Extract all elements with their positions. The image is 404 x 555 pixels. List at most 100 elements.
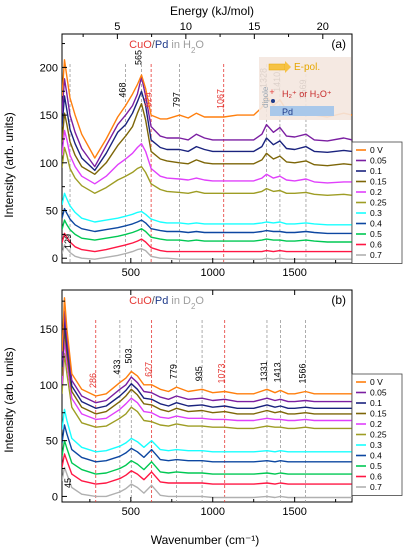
legend-label: 0 V	[370, 377, 383, 387]
series-line-0.15	[62, 103, 352, 175]
legend-label: 0.15	[370, 177, 387, 187]
x-tick-label: 1500	[282, 506, 306, 518]
peak-label: 565	[133, 50, 143, 65]
plot-frame	[61, 289, 353, 503]
legend-label: 0.25	[370, 430, 387, 440]
inset-diagram: Pd E-pol. dipole + H₂⁺ or H₃O⁺	[259, 57, 351, 120]
inset-ion-label: H₂⁺ or H₃O⁺	[282, 89, 332, 99]
legend-label: 0.05	[370, 156, 387, 166]
peak-label: 45	[63, 478, 73, 488]
series-line-0.1	[62, 319, 352, 409]
inset-field-label: E-pol.	[294, 62, 320, 73]
series-line-0.3	[62, 408, 352, 453]
panel-tag: (a)	[331, 37, 346, 51]
x-axis-title: Wavenumber (cm⁻¹)	[151, 533, 260, 547]
inset-electrode	[270, 106, 334, 116]
series-line-0.4	[62, 207, 352, 235]
legend-label: 0.6	[370, 240, 382, 250]
panel-title-part: O	[195, 39, 204, 51]
panel-title: CuO/Pd in H2O	[129, 39, 204, 55]
peak-label: 286	[88, 373, 98, 388]
y-tick-label: 150	[40, 110, 58, 122]
series-line-0.05	[62, 310, 352, 404]
series-line-0.7	[62, 244, 352, 260]
peak-label: 1073	[217, 364, 227, 384]
peak-label: 1566	[297, 364, 307, 384]
peak-label: 468	[118, 83, 128, 98]
legend-label: 0.05	[370, 388, 387, 398]
x-tick-label: 1500	[282, 267, 306, 279]
legend-label: 0.1	[370, 166, 382, 176]
series-line-0.2	[62, 129, 352, 185]
y-axis-title-b: Intensity (arb. units)	[2, 347, 16, 452]
legend-label: 0.4	[370, 219, 382, 229]
legend-label: 0.7	[370, 482, 382, 492]
y-tick-label: 100	[40, 158, 58, 170]
series-line-0-V	[62, 297, 352, 397]
y-axis-title-a: Intensity (arb. units)	[2, 112, 16, 217]
series-line-0.25	[62, 352, 352, 430]
series-group	[62, 297, 352, 499]
panel-title-part: CuO	[129, 39, 152, 51]
top-x-tick-label: 5	[114, 21, 120, 33]
peak-label: 503	[123, 348, 133, 363]
series-line-0.5	[62, 219, 352, 243]
panel-title-part: Pd	[155, 39, 168, 51]
panel-title-part: in D	[168, 295, 191, 307]
x-tick-label: 1000	[200, 506, 224, 518]
peak-label: 624	[143, 92, 153, 107]
series-line-0.7	[62, 466, 352, 499]
panel-title-part: Pd	[155, 295, 168, 307]
legend-label: 0 V	[370, 145, 383, 155]
series-line-0.05	[62, 76, 352, 168]
legend: 0 V0.050.10.150.20.250.30.40.50.60.7	[351, 373, 403, 496]
peak-label: 129	[63, 234, 73, 249]
legend-label: 0.1	[370, 398, 382, 408]
panel-title-part: in H	[168, 39, 191, 51]
series-line-0.25	[62, 146, 352, 196]
legend-label: 0.4	[370, 451, 382, 461]
e-field-arrow-icon	[268, 63, 286, 71]
peak-label: 797	[171, 92, 181, 107]
series-group	[62, 59, 352, 260]
legend-label: 0.15	[370, 409, 387, 419]
peak-label: 627	[144, 362, 154, 377]
top-axis-title: Energy (kJ/mol)	[170, 4, 254, 18]
y-tick-label: 0	[52, 491, 58, 503]
x-tick-label: 500	[122, 506, 140, 518]
legend-label: 0.25	[370, 198, 387, 208]
series-line-0.2	[62, 339, 352, 422]
legend-label: 0.7	[370, 250, 382, 260]
y-tick-label: 0	[52, 253, 58, 265]
dipole-negative-icon	[271, 99, 275, 103]
series-line-0.15	[62, 328, 352, 415]
panel-title-part: 2	[191, 46, 196, 55]
legend-label: 0.3	[370, 440, 382, 450]
series-line-0.1	[62, 90, 352, 172]
legend-label: 0.3	[370, 208, 382, 218]
inset-electrode-label: Pd	[282, 107, 293, 117]
top-x-tick-label: 10	[180, 21, 192, 33]
peak-label: 1067	[216, 89, 226, 109]
peak-label: 779	[169, 364, 179, 379]
series-line-0.4	[62, 424, 352, 463]
x-tick-label: 1000	[200, 267, 224, 279]
y-tick-label: 100	[40, 380, 58, 392]
legend-label: 0.6	[370, 472, 382, 482]
top-x-tick-label: 15	[248, 21, 260, 33]
top-x-tick-label: 20	[317, 21, 329, 33]
peak-label: 935	[194, 366, 204, 381]
y-tick-label: 200	[40, 62, 58, 74]
y-tick-label: 50	[46, 436, 58, 448]
peak-label: 1413	[272, 362, 282, 382]
series-line-0.6	[62, 232, 352, 253]
panel-title-part: /	[152, 39, 156, 51]
e-field-arrowhead-icon	[285, 61, 291, 73]
panel-b: 500 1000 1500 0 50 100 150 CuO/Pd in D2O (b) 45 28…	[40, 289, 403, 518]
legend: 0 V0.050.10.150.20.250.30.40.50.60.7	[351, 141, 403, 264]
panel-title-part: 2	[191, 302, 196, 311]
panel-tag: (b)	[331, 293, 346, 307]
